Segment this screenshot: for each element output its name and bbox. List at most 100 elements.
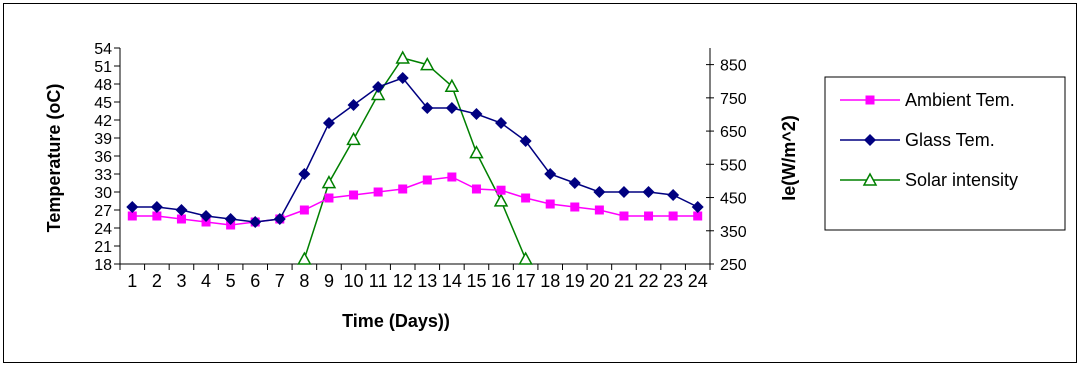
x-tick-label: 20 (589, 271, 609, 291)
data-point-glass-tem (150, 201, 163, 213)
y2-tick-label: 250 (720, 257, 747, 274)
legend-label-glass-tem: Glass Tem. (905, 130, 995, 150)
x-tick-label: 15 (466, 271, 486, 291)
data-point-glass-tem (617, 186, 630, 198)
data-point-glass-tem (445, 102, 458, 114)
data-point-ambient-tem (644, 211, 654, 221)
y-tick-label: 30 (94, 185, 112, 202)
x-tick-label: 10 (344, 271, 364, 291)
y-axis-title: Temperature (oC) (44, 84, 64, 233)
data-point-ambient-tem (496, 185, 506, 195)
y-tick-label: 48 (94, 77, 112, 94)
x-tick-label: 4 (201, 271, 211, 291)
data-point-solar-intensity (395, 50, 410, 64)
x-tick-label: 11 (369, 271, 388, 291)
data-point-ambient-tem (373, 187, 383, 197)
data-point-glass-tem (642, 186, 655, 198)
series-line-glass-tem (132, 77, 699, 223)
data-point-glass-tem (568, 177, 581, 189)
data-point-solar-intensity (297, 251, 312, 265)
data-point-solar-intensity (469, 145, 484, 159)
data-point-ambient-tem (570, 202, 580, 212)
data-point-ambient-tem (594, 205, 604, 215)
y-tick-label: 51 (94, 59, 112, 76)
data-point-glass-tem (396, 72, 409, 84)
y-tick-label: 54 (94, 41, 112, 58)
y-tick-label: 39 (94, 131, 112, 148)
x-tick-label: 16 (491, 271, 511, 291)
y2-tick-label: 750 (720, 91, 747, 108)
y-tick-label: 24 (94, 221, 112, 238)
y2-axis-title: Ie(W/m^2) (779, 115, 799, 201)
data-point-ambient-tem (668, 211, 678, 221)
data-point-glass-tem (372, 81, 385, 93)
x-tick-label: 5 (226, 271, 236, 291)
data-point-solar-intensity (518, 251, 533, 265)
data-point-glass-tem (544, 168, 557, 180)
data-point-solar-intensity (346, 131, 361, 146)
data-point-glass-tem (298, 168, 311, 180)
x-tick-label: 7 (275, 271, 285, 291)
x-tick-label: 23 (663, 271, 683, 291)
data-point-ambient-tem (471, 184, 481, 194)
x-axis-title: Time (Days)) (342, 311, 450, 331)
data-point-ambient-tem (447, 172, 457, 182)
y-tick-label: 42 (94, 113, 112, 130)
data-point-solar-intensity (370, 86, 386, 101)
data-point-glass-tem (200, 210, 213, 222)
y2-tick-label: 650 (720, 124, 747, 141)
x-tick-label: 1 (127, 271, 137, 291)
data-point-glass-tem (421, 102, 434, 114)
data-point-ambient-tem (398, 184, 408, 194)
y-tick-label: 33 (94, 167, 112, 184)
data-point-glass-tem (667, 189, 680, 201)
data-point-glass-tem (593, 186, 606, 198)
data-point-solar-intensity (321, 175, 337, 189)
data-point-solar-intensity (493, 193, 509, 207)
data-point-glass-tem (495, 117, 508, 129)
data-point-solar-intensity (420, 57, 435, 71)
data-point-glass-tem (322, 117, 335, 129)
x-tick-label: 2 (152, 271, 162, 291)
data-point-glass-tem (175, 204, 188, 216)
y-tick-label: 21 (94, 239, 112, 256)
x-tick-label: 19 (565, 271, 585, 291)
legend: Ambient Tem. Glass Tem. Solar intensity (824, 76, 1066, 231)
data-point-glass-tem (691, 201, 704, 213)
y2-tick-label: 550 (720, 157, 747, 174)
y-tick-label: 45 (94, 95, 112, 112)
x-tick-label: 24 (688, 271, 708, 291)
y-tick-label: 36 (94, 149, 112, 166)
x-tick-label: 6 (250, 271, 260, 291)
x-tick-label: 8 (299, 271, 309, 291)
plot-area: 1821242730333639424548515425035045055065… (94, 41, 747, 291)
data-point-glass-tem (224, 213, 237, 225)
y2-tick-label: 850 (720, 58, 747, 75)
legend-marker-glass-tem (864, 134, 876, 146)
y-tick-label: 27 (94, 203, 112, 220)
data-point-glass-tem (519, 135, 532, 147)
x-tick-label: 21 (614, 271, 634, 291)
data-point-ambient-tem (349, 190, 359, 200)
data-point-glass-tem (273, 213, 286, 225)
data-point-ambient-tem (619, 211, 629, 221)
series-line-solar-intensity (303, 57, 527, 260)
data-point-solar-intensity (444, 78, 460, 92)
data-point-ambient-tem (545, 199, 555, 209)
legend-box (824, 76, 1066, 231)
x-tick-label: 22 (639, 271, 659, 291)
y2-tick-label: 350 (720, 224, 747, 241)
data-point-glass-tem (249, 216, 262, 228)
legend-label-solar-intensity: Solar intensity (905, 170, 1018, 190)
legend-marker-solar-intensity (862, 172, 878, 186)
data-point-glass-tem (470, 108, 483, 120)
x-tick-label: 14 (442, 271, 462, 291)
data-point-ambient-tem (324, 193, 334, 203)
legend-label-ambient-tem: Ambient Tem. (905, 90, 1015, 110)
x-tick-label: 17 (516, 271, 536, 291)
x-tick-label: 9 (324, 271, 334, 291)
data-point-ambient-tem (176, 214, 186, 224)
x-tick-label: 18 (540, 271, 560, 291)
data-point-glass-tem (347, 99, 360, 111)
